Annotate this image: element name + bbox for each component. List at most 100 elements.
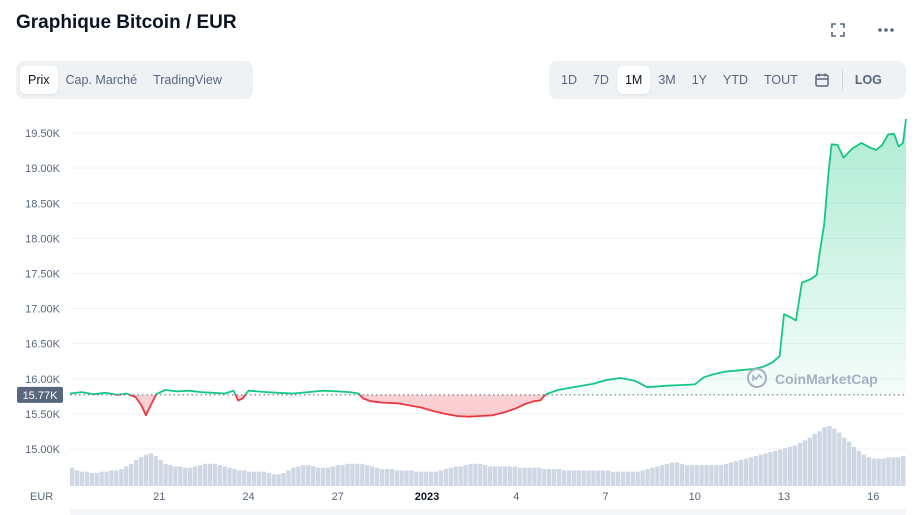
x-tick-label: 10 (689, 491, 701, 503)
range-3m[interactable]: 3M (658, 73, 676, 87)
volume-bar (753, 456, 758, 486)
volume-bar (768, 452, 773, 486)
volume-bar (655, 466, 660, 486)
volume-bar (369, 466, 375, 486)
volume-bar (148, 453, 153, 486)
volume-bar (773, 450, 778, 486)
price-line-up (69, 118, 907, 395)
volume-bar (694, 465, 699, 486)
timeline-scroller[interactable] (70, 509, 906, 515)
volume-bar (74, 470, 80, 486)
volume-bar (684, 465, 690, 486)
volume-bar (99, 471, 104, 486)
volume-bar (409, 470, 414, 486)
volume-bar (458, 466, 463, 486)
x-tick-label: 4 (513, 491, 519, 503)
volume-bar (748, 457, 753, 486)
more-dots-icon[interactable] (874, 18, 898, 42)
price-line-down (92, 394, 547, 418)
volume-bar (84, 471, 90, 486)
volume-bar (153, 456, 158, 486)
volume-bar (635, 471, 640, 486)
volume-bar (758, 454, 763, 486)
volume-bar (394, 470, 399, 486)
volume-bar (547, 469, 552, 486)
x-tick-label: 21 (153, 491, 165, 503)
volume-bar (846, 441, 852, 486)
range-tout[interactable]: TOUT (764, 73, 798, 87)
volume-bar (566, 470, 571, 486)
volume-bar (438, 470, 444, 486)
volume-bar (138, 457, 144, 486)
volume-bar (896, 457, 901, 486)
volume-bar (537, 467, 542, 486)
volume-bar (301, 465, 306, 486)
y-tick-label: 17.50K (25, 268, 61, 280)
tab-prix[interactable]: Prix (20, 66, 58, 94)
volume-bar (217, 465, 222, 486)
volume-bar (79, 471, 85, 486)
volume-bar (143, 454, 149, 486)
range-1m[interactable]: 1M (616, 66, 651, 94)
volume-bars (70, 426, 906, 486)
volume-bar (468, 463, 473, 486)
volume-bar (335, 465, 340, 486)
volume-bar (424, 471, 429, 486)
watermark-text: CoinMarketCap (775, 371, 878, 387)
volume-bar (133, 459, 139, 486)
volume-bar (237, 470, 242, 486)
log-toggle[interactable]: LOG (854, 73, 882, 87)
volume-bar (778, 449, 783, 486)
volume-bar (261, 471, 267, 486)
volume-bar (502, 466, 508, 486)
calendar-icon[interactable] (806, 66, 838, 94)
price-lines (69, 118, 907, 418)
volume-bar (399, 470, 404, 486)
volume-bar (227, 467, 232, 486)
y-tick-label: 15.00K (25, 444, 61, 456)
volume-bar (109, 470, 114, 486)
time-range-tabs: 1D 7D 1M 3M 1Y YTD TOUT LOG (549, 61, 906, 99)
y-tick-label: 18.00K (25, 233, 61, 245)
volume-bar (124, 466, 129, 486)
volume-bar (630, 471, 635, 486)
volume-bar (581, 470, 586, 486)
volume-bar (881, 458, 886, 486)
volume-bar (861, 454, 867, 486)
volume-bar (119, 469, 124, 486)
volume-bar (807, 437, 812, 486)
range-ytd[interactable]: YTD (723, 73, 749, 87)
current-price-badge-bg (17, 386, 63, 403)
volume-bar (129, 463, 134, 486)
volume-bar (389, 469, 394, 486)
watermark: CoinMarketCap (747, 368, 878, 388)
price-area-down (70, 394, 906, 417)
x-tick-label: 24 (242, 491, 254, 503)
volume-bar (207, 463, 213, 486)
volume-bar (615, 471, 621, 486)
volume-bar (876, 458, 881, 486)
volume-bar (158, 459, 163, 486)
volume-bar (488, 466, 493, 486)
y-tick-label: 19.00K (25, 163, 61, 175)
range-1d[interactable]: 1D (561, 73, 577, 87)
volume-bar (345, 463, 350, 486)
volume-bar (842, 437, 847, 486)
volume-bar (797, 442, 803, 486)
x-tick-label: 7 (602, 491, 608, 503)
volume-bar (478, 463, 483, 486)
volume-bar (733, 461, 739, 486)
tab-tradingview[interactable]: TradingView (153, 73, 222, 87)
volume-bar (674, 462, 680, 486)
tab-cap-marche[interactable]: Cap. Marché (65, 73, 138, 87)
volume-bar (561, 470, 567, 486)
volume-bar (837, 432, 842, 486)
range-1y[interactable]: 1Y (691, 73, 708, 87)
volume-bar (104, 471, 109, 486)
range-7d[interactable]: 7D (592, 73, 609, 87)
volume-bar (222, 466, 227, 486)
fullscreen-icon[interactable] (826, 18, 850, 42)
range-divider (841, 70, 843, 90)
volume-bar (163, 463, 168, 486)
